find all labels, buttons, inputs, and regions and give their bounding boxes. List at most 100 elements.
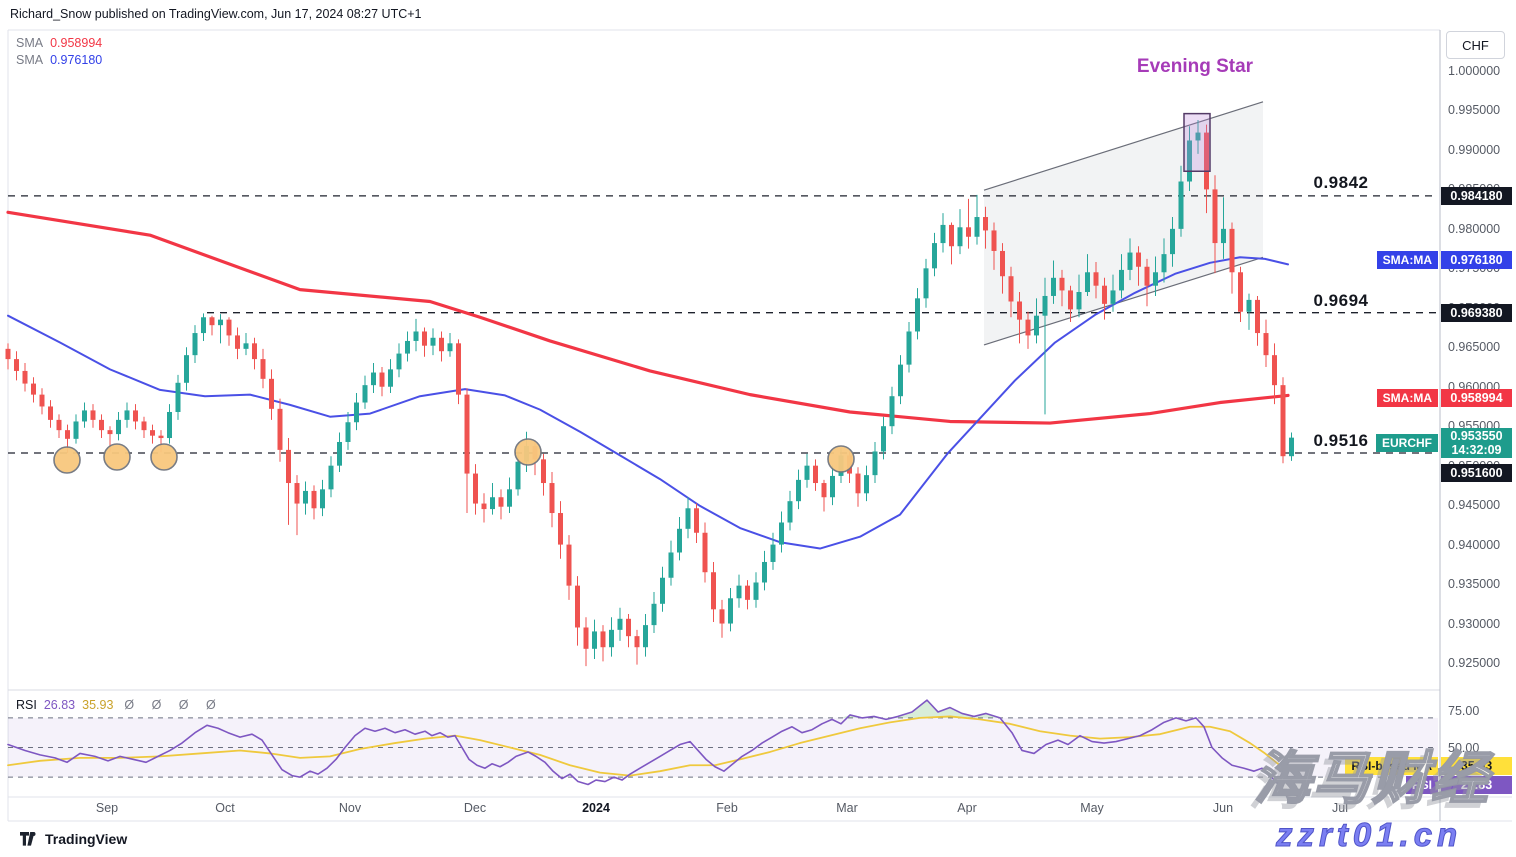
candle bbox=[354, 402, 359, 423]
candle bbox=[830, 475, 835, 498]
support-touch-circle bbox=[150, 443, 178, 471]
rsi-legend[interactable]: RSI 26.83 35.93 Ø Ø Ø Ø bbox=[16, 698, 223, 712]
candle bbox=[796, 479, 801, 502]
candle bbox=[184, 355, 189, 383]
level-label-9516: 0.9516 bbox=[1313, 431, 1369, 450]
candle bbox=[677, 528, 682, 553]
candle bbox=[566, 544, 572, 586]
candle bbox=[1042, 295, 1048, 316]
candle bbox=[617, 618, 623, 630]
candle bbox=[31, 383, 36, 395]
candle bbox=[141, 421, 147, 431]
currency-button[interactable]: CHF bbox=[1446, 31, 1505, 59]
candle bbox=[260, 359, 266, 379]
candle bbox=[1068, 290, 1073, 310]
candle bbox=[447, 343, 453, 352]
candle bbox=[1229, 228, 1235, 273]
support-touch-circle bbox=[53, 446, 81, 474]
last-price-axis-label: 0.953550 14:32:09 bbox=[1441, 428, 1512, 458]
candle bbox=[99, 419, 104, 431]
candle bbox=[133, 410, 138, 422]
candle bbox=[634, 636, 640, 648]
candle bbox=[439, 337, 444, 352]
candle bbox=[855, 473, 861, 494]
candle bbox=[1289, 437, 1294, 457]
candle bbox=[422, 331, 427, 346]
evening-star-box bbox=[1183, 112, 1211, 172]
candle bbox=[1136, 252, 1141, 267]
evening-star-annotation: Evening Star bbox=[1136, 56, 1254, 77]
candle bbox=[1144, 266, 1150, 286]
candle bbox=[541, 459, 546, 484]
candle bbox=[277, 408, 283, 450]
candle bbox=[668, 552, 674, 578]
rsi-ma-axis-value: 35.93 bbox=[1441, 757, 1512, 775]
candle bbox=[481, 503, 487, 510]
candle bbox=[1255, 299, 1260, 334]
candle bbox=[923, 268, 929, 299]
candle bbox=[864, 475, 869, 494]
month-label: Dec bbox=[463, 801, 487, 815]
candle bbox=[957, 227, 963, 247]
candle bbox=[456, 343, 461, 395]
candle bbox=[252, 343, 257, 360]
candle bbox=[345, 422, 351, 442]
candle bbox=[898, 364, 903, 397]
month-label: Feb bbox=[716, 801, 738, 815]
candle bbox=[65, 430, 70, 439]
candle bbox=[1119, 269, 1124, 291]
price-tick: 0.965000 bbox=[1448, 340, 1501, 355]
candle bbox=[362, 385, 368, 403]
candle bbox=[22, 370, 28, 384]
candle bbox=[719, 609, 725, 624]
level-label-9842: 0.9842 bbox=[1313, 173, 1369, 192]
sma-200-label: SMA bbox=[16, 36, 44, 50]
candle bbox=[1170, 228, 1175, 255]
candle bbox=[5, 348, 11, 360]
rsi-tick: 50.00 bbox=[1448, 740, 1480, 755]
rsi-tick: 75.00 bbox=[1448, 703, 1480, 718]
candle bbox=[226, 319, 232, 336]
candle bbox=[1000, 250, 1005, 277]
month-label: Sep bbox=[95, 801, 119, 815]
candle bbox=[1187, 140, 1192, 182]
candle bbox=[56, 419, 62, 431]
candle bbox=[983, 217, 988, 231]
candle bbox=[915, 298, 920, 332]
price-tick: 0.930000 bbox=[1448, 616, 1501, 631]
candle bbox=[150, 430, 155, 436]
candle bbox=[1025, 319, 1031, 336]
candle bbox=[490, 497, 495, 510]
candle bbox=[711, 572, 716, 610]
candle bbox=[702, 532, 708, 573]
month-label: Jun bbox=[1212, 801, 1234, 815]
axis-label-level-low: 0.951600 bbox=[1441, 464, 1512, 482]
price-tick: 0.940000 bbox=[1448, 537, 1501, 552]
trend-channel-fill bbox=[984, 101, 1263, 345]
tradingview-brand-link[interactable]: TradingView bbox=[20, 831, 127, 847]
candle bbox=[158, 435, 164, 439]
watermark-cn-brand: 海马财经 bbox=[1253, 746, 1490, 812]
legend-sma-50[interactable]: SMA 0.976180 bbox=[16, 53, 102, 67]
candle bbox=[328, 465, 334, 490]
legend-sma-200[interactable]: SMA 0.958994 bbox=[16, 36, 102, 50]
month-label: Mar bbox=[836, 801, 858, 815]
rsi-ma-line bbox=[7, 715, 1286, 777]
candle bbox=[201, 317, 206, 334]
axis-label-level-mid: 0.969380 bbox=[1441, 304, 1512, 322]
price-tick: 0.990000 bbox=[1448, 142, 1501, 157]
sma-50-value: 0.976180 bbox=[50, 53, 103, 67]
candle bbox=[804, 465, 810, 480]
candle bbox=[932, 243, 937, 269]
candle bbox=[507, 489, 512, 507]
candle bbox=[949, 224, 954, 247]
rsi-ma-axis-tag: RSI-based MA bbox=[1345, 757, 1438, 775]
month-label: Oct bbox=[215, 801, 235, 815]
candle bbox=[73, 421, 79, 439]
candle bbox=[1153, 272, 1158, 286]
candle bbox=[294, 483, 300, 504]
price-tick: 0.980000 bbox=[1448, 221, 1501, 236]
candle bbox=[209, 317, 215, 326]
candle bbox=[1238, 272, 1243, 312]
